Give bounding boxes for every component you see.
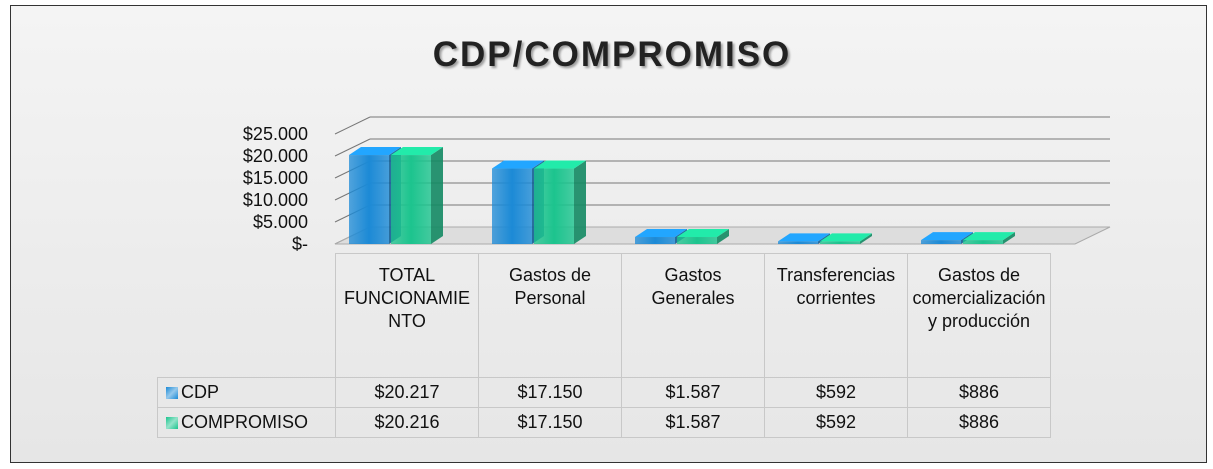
bar (391, 155, 431, 244)
bar-top (635, 229, 687, 238)
legend-label: CDP (181, 382, 220, 402)
y-tick-label: $15.000 (243, 168, 308, 188)
legend-key (166, 416, 178, 429)
category-label: Transferencias corrientes (764, 253, 908, 378)
bar-side (717, 229, 729, 244)
category-label: Gastos de comercialización y producción (907, 253, 1051, 378)
bar-side (574, 160, 586, 244)
category-label: TOTAL FUNCIONAMIENTO (335, 253, 479, 378)
bar-top (391, 147, 443, 156)
bar-top (820, 233, 872, 242)
bar-top (534, 160, 586, 169)
bar-top (349, 147, 401, 156)
bar-side (1003, 232, 1015, 244)
grid-line-side (334, 116, 371, 135)
data-label: $1.587 (621, 377, 765, 408)
category-label: Gastos Generales (621, 253, 765, 378)
grid-line-side (334, 138, 371, 157)
legend-entry: COMPROMISO (157, 407, 336, 438)
legend-key (166, 386, 178, 399)
y-tick-label: $5.000 (253, 212, 308, 232)
legend-label: COMPROMISO (181, 412, 309, 432)
data-label: $1.587 (621, 407, 765, 438)
data-label: $17.150 (478, 377, 622, 408)
bar-top (921, 232, 973, 241)
bar-top (492, 160, 544, 169)
bar-side (860, 233, 872, 244)
chart-title: CDP/COMPROMISO (433, 35, 792, 74)
y-tick-label: $- (292, 234, 308, 254)
bar (349, 155, 389, 244)
bar (635, 237, 675, 244)
data-label: $17.150 (478, 407, 622, 438)
bar-top (963, 232, 1015, 241)
bar (492, 168, 532, 244)
bar (677, 237, 717, 244)
legend-entry: CDP (157, 377, 336, 408)
category-label: Gastos de Personal (478, 253, 622, 378)
y-tick-label: $10.000 (243, 190, 308, 210)
data-label: $20.217 (335, 377, 479, 408)
bar (963, 240, 1003, 244)
bar (778, 241, 818, 244)
data-label: $20.216 (335, 407, 479, 438)
data-label: $886 (907, 407, 1051, 438)
data-label: $592 (764, 377, 908, 408)
bar-side (431, 147, 443, 244)
bar (921, 240, 961, 244)
bar-top (778, 233, 830, 242)
data-label: $592 (764, 407, 908, 438)
data-label: $886 (907, 377, 1051, 408)
y-tick-label: $20.000 (243, 146, 308, 166)
y-tick-label: $25.000 (243, 124, 308, 144)
bar (820, 241, 860, 244)
bar (534, 168, 574, 244)
bar-top (677, 229, 729, 238)
